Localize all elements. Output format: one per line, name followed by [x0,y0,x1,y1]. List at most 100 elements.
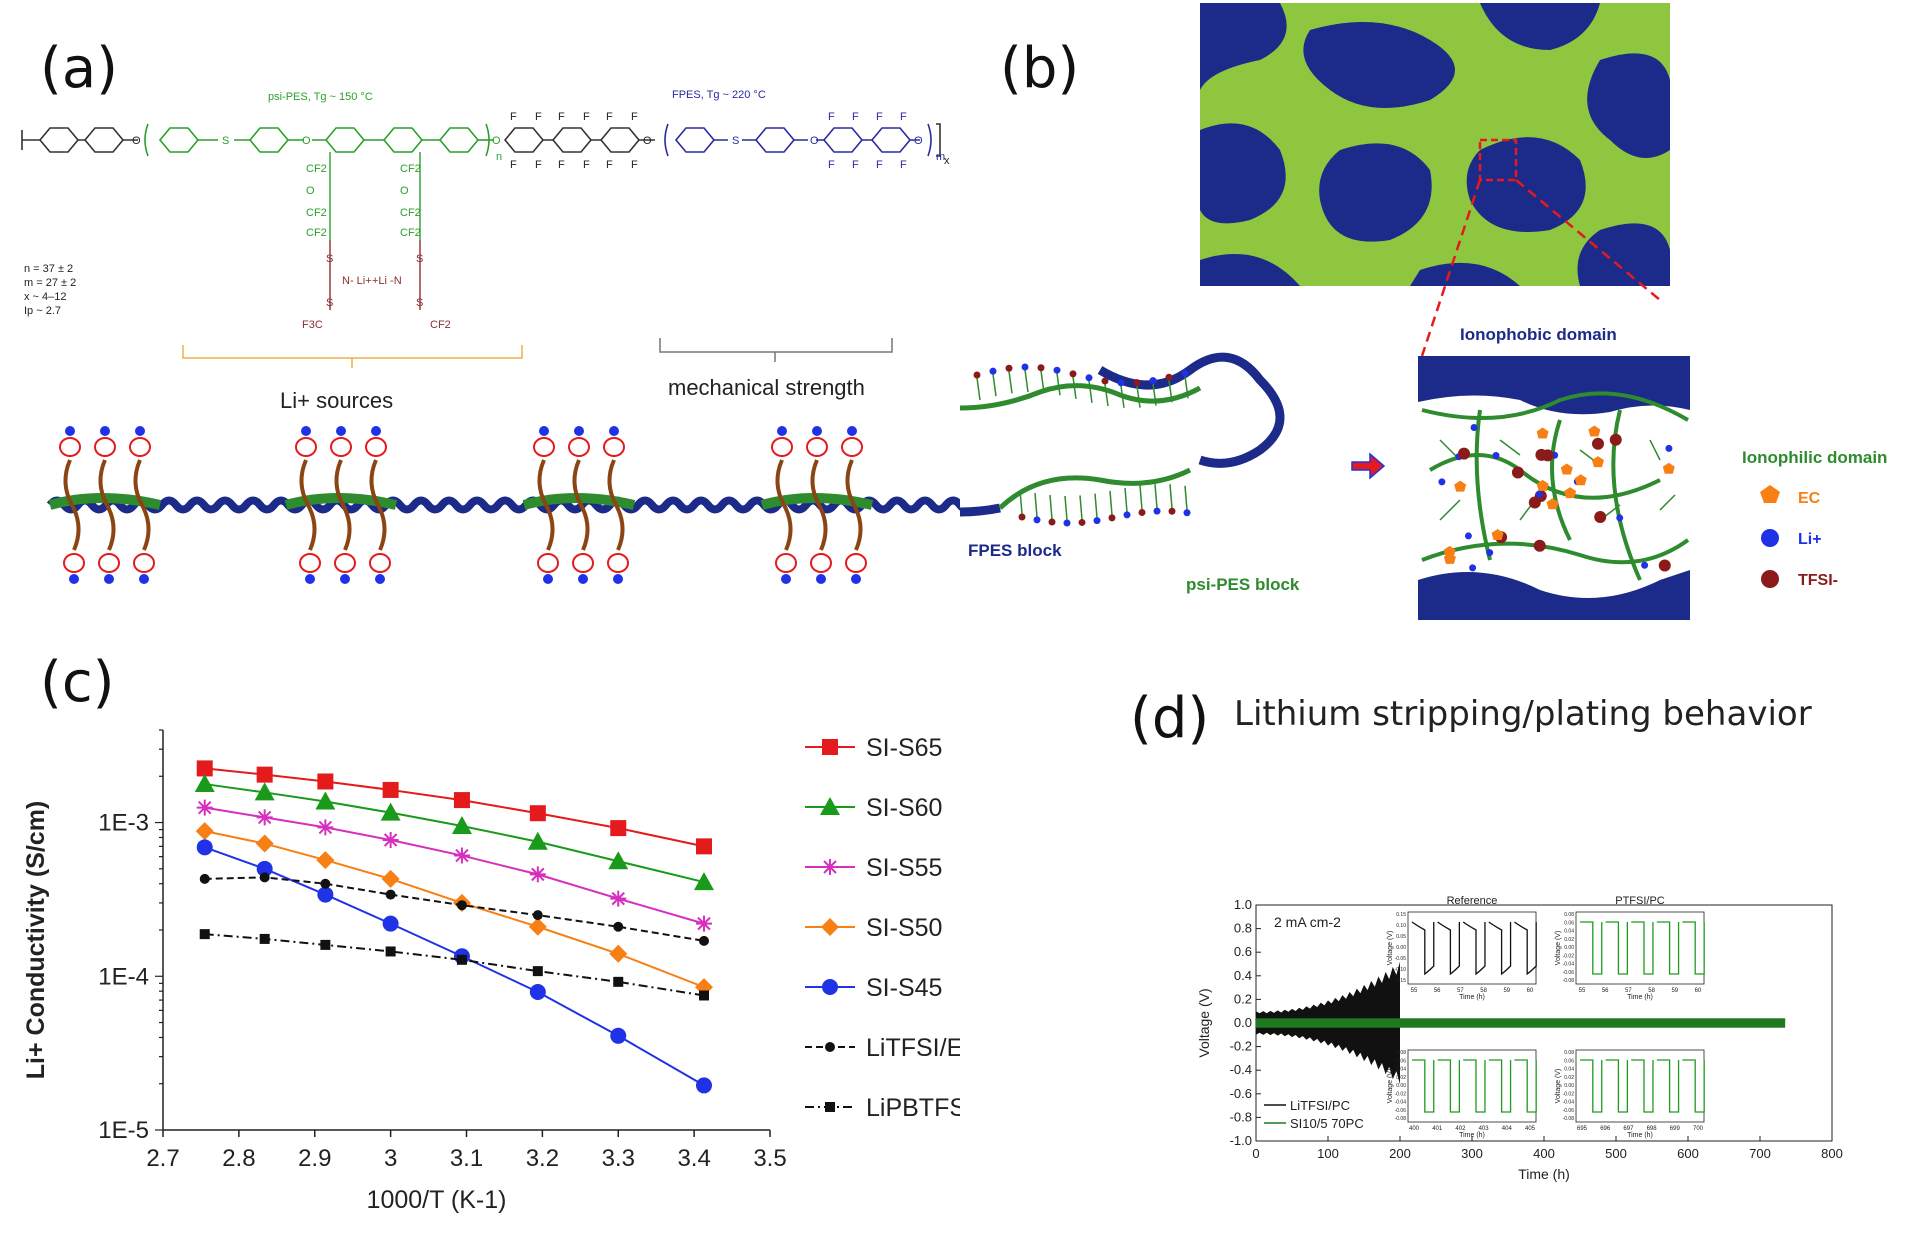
svg-text:O: O [492,135,501,147]
anion-ring [607,553,629,573]
bristle-tip [1123,511,1131,519]
x-tick-label: 200 [1389,1146,1411,1161]
li-icon [1761,529,1779,547]
voltage-chart: 0 100 200 300 400 500 600 700 800 -1.0 -0.8 -0.6 -0.… [1196,895,1843,1182]
bristle-tip [1138,508,1146,516]
ec-molecule [1454,480,1467,492]
inset-y-tick: -0.15 [1395,978,1407,984]
legend-marker [822,979,838,995]
legend-label: SI-S60 [866,794,942,822]
inset-y-tick: -0.02 [1563,953,1575,959]
zoom-schematic [1418,356,1690,620]
svg-text:F: F [558,159,565,171]
anion-ring [295,437,317,457]
anion-ring [841,437,863,457]
bristle-tip [1133,379,1141,387]
anion-ring [845,553,867,573]
bristle-tip [1048,518,1056,526]
y-axis-label: Li+ Conductivity (S/cm) [22,801,50,1080]
y-tick-label: 0.4 [1234,968,1252,983]
series-line [204,806,705,925]
svg-text:F: F [535,111,542,123]
y-tick-label: 1E-3 [98,810,149,837]
inset-x-tick: 57 [1625,988,1632,994]
li-ion [613,574,623,584]
inset-y-tick: 0.00 [1564,1083,1574,1089]
anion-ring [533,437,555,457]
data-point [529,984,546,1001]
data-point [608,851,629,870]
li-ion [139,574,149,584]
li-ion [135,426,145,436]
li-ion [578,574,588,584]
bristle [1169,484,1173,509]
data-point [613,921,624,932]
side-chain-up [537,459,548,506]
bristle [1019,489,1023,515]
svg-text:O: O [810,135,819,147]
si-trace [1256,1018,1786,1028]
li-ion [1536,490,1544,498]
ec-molecule [1491,528,1504,540]
y-tick-label: 0.2 [1234,991,1252,1006]
inset-x-tick: 403 [1479,1126,1490,1132]
inset-y-tick: 0.08 [1564,912,1574,918]
svg-text:F: F [583,159,590,171]
data-point [316,851,335,870]
bristle-tip [1168,507,1176,515]
legend-label: SI10/5 70PC [1290,1116,1364,1131]
side-chain-down [70,504,81,551]
svg-text:O: O [643,135,652,147]
svg-text:S: S [326,253,333,265]
legend-marker [821,918,839,936]
legend-marker [820,797,840,815]
ec-molecule [1662,462,1675,474]
inset-y-tick: 0.02 [1564,1075,1574,1081]
x-tick-label: 3 [384,1145,397,1172]
data-point [698,990,709,1001]
series-line [204,767,705,848]
inset-y-tick: -0.05 [1395,956,1407,962]
x-tick-label: 800 [1821,1146,1843,1161]
inset-y-tick: 0.00 [1396,1083,1406,1089]
inset-x-tick: 55 [1411,988,1418,994]
inset-y-tick: -0.06 [1563,970,1575,976]
legend-label: LiTFSI/EC [866,1034,960,1062]
legend-ec: EC [1798,490,1821,507]
bristle-tip [1069,370,1077,378]
inset-y-tick: 0.04 [1564,929,1574,935]
inset-x-tick: 58 [1480,988,1487,994]
data-point [528,917,547,936]
ec-molecule [1536,479,1549,491]
mechanical-strength-label: mechanical strength [668,375,865,400]
side-chain-up [369,459,380,506]
svg-text:O: O [306,185,315,197]
inset-x-tick: 696 [1600,1126,1611,1132]
svg-text:F: F [900,111,907,123]
li-ion [781,574,791,584]
legend-label: SI-S50 [866,914,942,942]
li-sources-brace [182,345,523,368]
svg-text:CF2: CF2 [400,207,421,219]
side-chain-down [782,504,793,551]
ec-molecule [1536,427,1549,439]
bristle-tip [1108,514,1116,522]
inset-y-label: Voltage (V) [1387,931,1394,966]
inset-y-tick: -0.08 [1563,978,1575,984]
svg-text:F: F [606,111,613,123]
svg-text:F: F [510,159,517,171]
svg-text:S: S [416,297,423,309]
bristle-tip [1021,363,1029,371]
data-point [453,792,470,809]
panel-d-title: Lithium stripping/plating behavior [1234,694,1812,734]
data-point [693,872,714,891]
data-point [453,847,470,864]
x-tick-label: 700 [1749,1146,1771,1161]
backbone-atoms: O S O O n O S O O m x F F F F F F F F F … [132,111,950,171]
data-point [382,781,399,798]
li-ion [777,426,787,436]
y-tick-label: -0.8 [1230,1109,1252,1124]
current-density-label: 2 mA cm-2 [1274,914,1341,930]
y-axis-label: Voltage (V) [1196,988,1212,1057]
inset-x-tick: 700 [1693,1126,1704,1132]
